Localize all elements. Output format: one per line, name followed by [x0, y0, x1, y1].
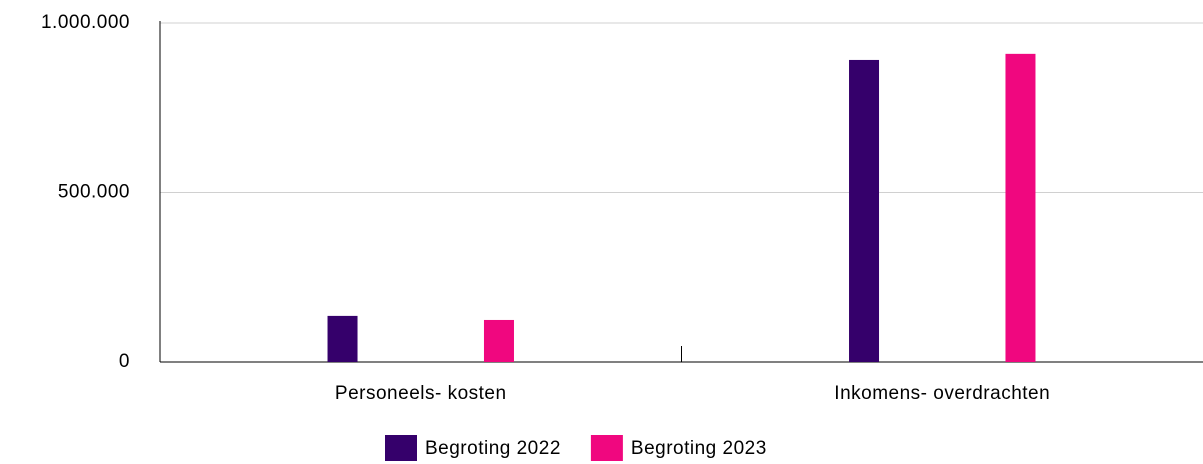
y-tick-label: 1.000.000: [41, 12, 130, 33]
bar: [327, 315, 358, 362]
bar: [1005, 53, 1036, 362]
bar: [483, 319, 514, 362]
bar: [849, 59, 880, 363]
x-tick-label: Personeels- kosten: [335, 383, 507, 404]
legend-label: Begroting 2022: [425, 438, 561, 459]
legend-label: Begroting 2023: [631, 438, 767, 459]
y-tick-label: 0: [119, 351, 130, 372]
legend-swatch: [590, 435, 623, 461]
y-tick-label: 500.000: [58, 182, 130, 203]
legend-swatch: [385, 435, 417, 461]
x-tick-label: Inkomens- overdrachten: [834, 383, 1050, 404]
